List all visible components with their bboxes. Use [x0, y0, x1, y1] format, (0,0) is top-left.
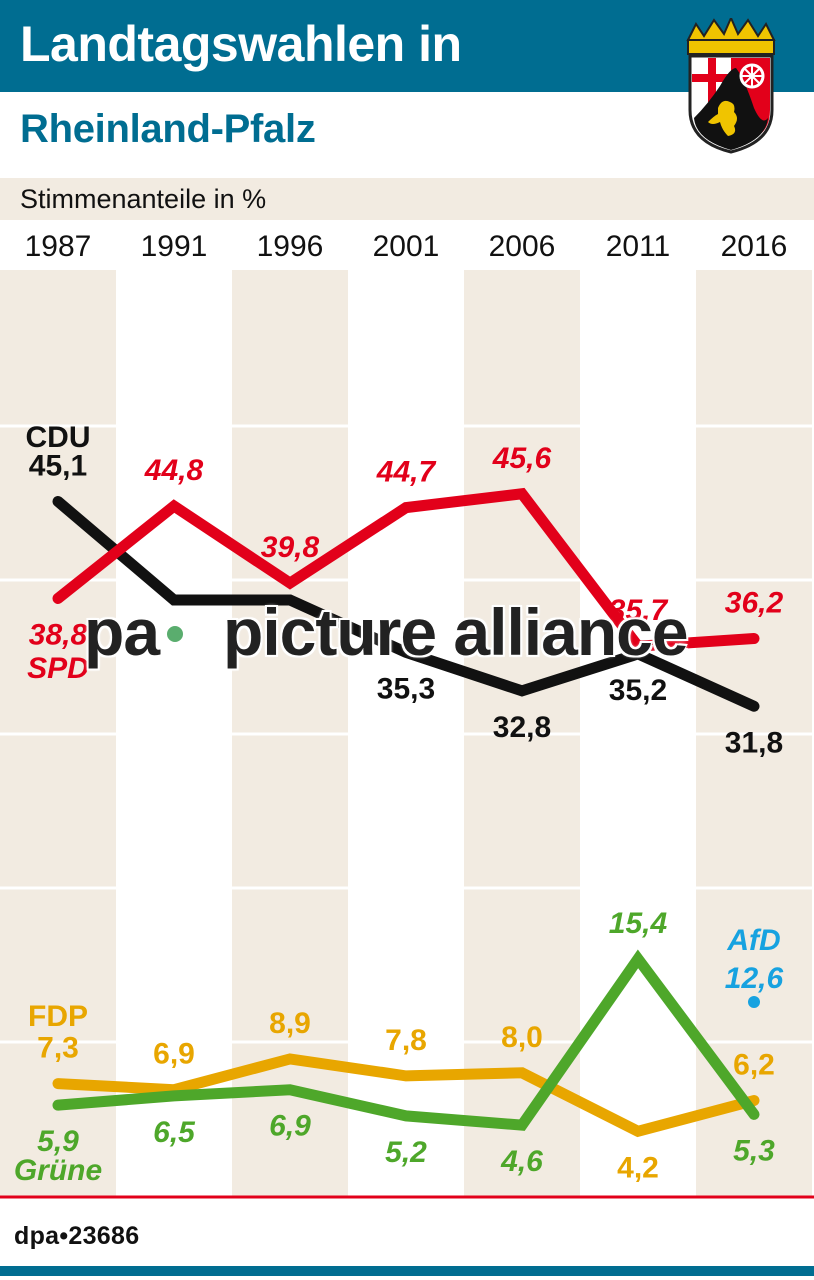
chart-subtitle: Stimmenanteile in % [20, 184, 267, 214]
value-label: 35,7 [609, 594, 669, 627]
value-label: 5,2 [385, 1136, 427, 1169]
watermark-pa: pa [84, 595, 160, 669]
year-label: 2006 [488, 230, 556, 263]
coat-of-arms-icon [686, 18, 776, 154]
value-label: 44,7 [376, 456, 437, 489]
series-line-grüne [52, 949, 760, 1131]
value-label: 8,0 [501, 1021, 543, 1054]
year-label: 2016 [720, 230, 788, 263]
party-labels: CDU SPD FDP Grüne AfD [14, 421, 781, 1187]
year-label: 2011 [605, 230, 671, 263]
value-label: 36,2 [725, 587, 784, 620]
value-label: 6,5 [153, 1116, 196, 1149]
year-label: 2001 [372, 230, 440, 263]
party-label-grüne: Grüne [14, 1154, 102, 1187]
header-bar [0, 0, 814, 92]
value-label: 6,9 [269, 1110, 311, 1143]
party-label-fdp: FDP [28, 1000, 88, 1033]
value-label: 5,9 [37, 1125, 79, 1158]
value-label: 6,2 [733, 1049, 775, 1082]
series-line-cdu [52, 495, 760, 712]
party-label-cdu: CDU [26, 421, 91, 454]
value-label: 5,3 [733, 1134, 775, 1167]
source-credit: dpa•23686 [14, 1222, 140, 1250]
value-label: 39,8 [261, 531, 320, 564]
value-label: 45,1 [29, 449, 87, 482]
value-label: 12,6 [725, 962, 784, 995]
subtitle-band [0, 178, 814, 220]
value-label: 32,8 [493, 711, 551, 744]
year-label: 1991 [140, 230, 208, 263]
series-lines [52, 487, 760, 1138]
gridlines [0, 424, 814, 1044]
value-label: 35,2 [609, 674, 667, 707]
watermark: pa picture alliance [84, 594, 689, 670]
value-label: 38,8 [29, 618, 88, 651]
value-label: 7,8 [385, 1024, 427, 1057]
series-line-fdp [52, 1053, 760, 1138]
value-label: 4,6 [500, 1145, 543, 1178]
watermark-picture-alliance: picture alliance [223, 595, 689, 669]
value-label: 35,3 [377, 672, 435, 705]
party-label-spd: SPD [27, 652, 89, 685]
year-label: 1996 [256, 230, 324, 263]
value-label: 45,6 [492, 442, 552, 475]
watermark-dot-icon [167, 625, 184, 642]
value-label: 44,8 [144, 454, 204, 487]
series-line-spd [52, 487, 760, 652]
year-label: 1987 [24, 230, 92, 263]
value-labels: 45,1 35,3 32,8 35,2 31,8 38,8 44,8 39,8 44,7 45,6… [29, 442, 784, 1185]
value-label: 7,3 [37, 1032, 79, 1065]
value-label: 31,8 [725, 726, 783, 759]
value-label: 15,4 [609, 907, 668, 940]
value-label: 6,9 [153, 1038, 195, 1071]
party-label-afd: AfD [726, 924, 780, 957]
footer-bar [0, 1266, 814, 1276]
title-line-2: Rheinland-Pfalz [20, 107, 316, 151]
title-line-1: Landtagswahlen in [20, 16, 462, 72]
series-point-afd [748, 995, 760, 1008]
value-label: 4,2 [617, 1151, 659, 1184]
x-axis-years: 1987 1991 1996 2001 2006 2011 2016 [0, 226, 814, 268]
value-label: 8,9 [269, 1007, 311, 1040]
